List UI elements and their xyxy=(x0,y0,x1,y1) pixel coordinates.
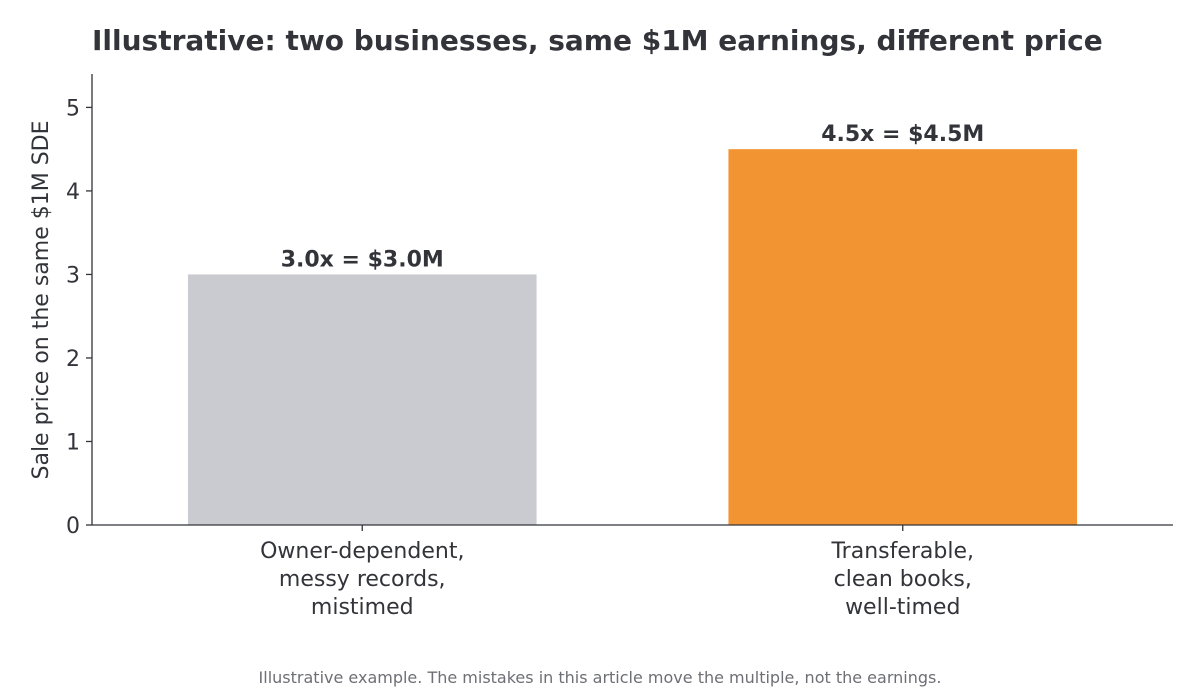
y-tick-label-3: 3 xyxy=(66,263,80,288)
chart-title: Illustrative: two businesses, same $1M e… xyxy=(92,24,1103,57)
x-tick-label-2-line-2: clean books, xyxy=(834,567,972,592)
footnote: Illustrative example. The mistakes in th… xyxy=(259,668,942,687)
y-tick-label-1: 1 xyxy=(66,430,80,455)
x-tick-label-2-line-3: well-timed xyxy=(845,595,960,620)
x-tick-label-1-line-2: messy records, xyxy=(279,567,446,592)
bar-value-label-1: 3.0x = $3.0M xyxy=(281,247,444,272)
plot-area: 3.0x = $3.0M Owner-dependent, messy record… xyxy=(66,74,1173,620)
x-tick-label-2-line-1: Transferable, xyxy=(830,539,974,564)
y-tick-label-4: 4 xyxy=(66,180,80,205)
x-tick-label-1-line-3: mistimed xyxy=(311,595,414,620)
y-tick-label-2: 2 xyxy=(66,347,80,372)
y-tick-label-5: 5 xyxy=(66,96,80,121)
y-tick-label-0: 0 xyxy=(66,514,80,539)
bar-1 xyxy=(187,274,537,525)
bar-2 xyxy=(728,149,1078,525)
x-tick-label-1-line-1: Owner-dependent, xyxy=(260,539,464,564)
bar-value-label-2: 4.5x = $4.5M xyxy=(821,122,984,147)
y-axis-label: Sale price on the same $1M SDE xyxy=(29,120,54,479)
